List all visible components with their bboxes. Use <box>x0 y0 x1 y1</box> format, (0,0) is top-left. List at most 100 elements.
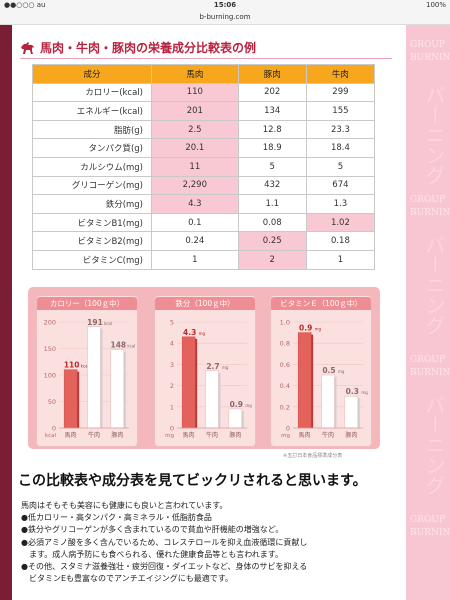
chart-title: 鉄分（100ｇ中） <box>155 297 255 310</box>
category-label: 馬肉 <box>299 431 311 439</box>
tick-label: 0.2 <box>280 403 290 411</box>
table-cell: 1.3 <box>305 194 376 214</box>
body-line: 馬肉はそもそも美容にも健康にも良いと言われています。 <box>21 501 228 510</box>
tick-label: 150 <box>44 345 56 353</box>
bar-unit-label: mg <box>338 369 345 374</box>
chart-panel-calorie: カロリー（100ｇ中） 0 50 100 150 200 kcal 110 kcal 馬肉 191… <box>36 295 138 447</box>
bar <box>181 336 196 429</box>
row-label: 鉄分(mg) <box>32 194 152 214</box>
watermark-group: GROUP <box>410 40 445 50</box>
category-label: 牛肉 <box>206 431 218 439</box>
category-label: 牛肉 <box>88 431 100 439</box>
table-cell: 18.4 <box>305 138 376 158</box>
bar <box>321 374 335 429</box>
source-note: ※五訂日本食品標準成分表 <box>283 453 343 459</box>
section-heading-text: 馬肉・牛肉・豚肉の栄養成分比較表の例 <box>40 41 257 55</box>
table-cell: 12.8 <box>237 119 307 140</box>
horse-icon <box>21 42 34 54</box>
table-cell: 2 <box>237 249 307 270</box>
table-row: ビタミンB1(mg) 0.1 0.08 1.02 <box>32 212 376 233</box>
bar <box>297 332 312 429</box>
right-watermark-band: GROUP BURNING バーニング GROUP BURNING バーニング … <box>406 25 450 600</box>
bar-value-label: 191 <box>87 318 103 327</box>
tick-label: 2 <box>170 382 174 390</box>
table-header-cell: 牛肉 <box>305 64 376 84</box>
chart-panel-vitamin-e: ビタミンＥ（100ｇ中） 0 0.2 0.4 0.6 0.8 1.0 mg 0.9 mg 馬肉 0.… <box>270 295 372 447</box>
address-url: b-burning.com <box>199 13 251 21</box>
bar-unit-label: kcal <box>81 364 89 369</box>
watermark-burning: BURNING <box>410 53 450 63</box>
table-row: カルシウム(mg) 11 5 5 <box>32 156 376 177</box>
table-row: 脂肪(g) 2.5 12.8 23.3 <box>32 119 376 140</box>
table-cell: 674 <box>305 175 376 196</box>
bar-value-label: 148 <box>111 341 127 350</box>
table-row: エネルギー(kcal) 201 134 155 <box>32 101 376 121</box>
tick-label: 0 <box>170 425 174 433</box>
address-bar[interactable]: b-burning.com <box>0 11 450 25</box>
bar <box>87 326 101 429</box>
category-label: 馬肉 <box>65 431 77 439</box>
table-cell: 23.3 <box>305 119 376 140</box>
body-line: ます。成人病予防にも食べられる、優れた健康食品等とも言われます。 <box>21 549 283 559</box>
table-cell: 0.25 <box>237 231 307 251</box>
table-cell: 110 <box>151 82 239 103</box>
watermark-group-4: GROUP <box>410 515 445 525</box>
y-axis-unit: kcal <box>45 433 57 439</box>
table-cell: 432 <box>237 175 307 196</box>
watermark-burning-3: BURNING <box>410 368 450 378</box>
tick-label: 200 <box>44 319 56 327</box>
table-cell: 2,290 <box>151 175 239 196</box>
row-label: カロリー(kcal) <box>32 82 152 103</box>
bar-value-label: 0.9 <box>299 324 312 333</box>
tick-label: 0 <box>286 425 290 433</box>
table-cell: 0.24 <box>151 231 239 251</box>
table-cell: 2.5 <box>151 119 239 140</box>
tick-label: 100 <box>44 372 56 380</box>
tick-label: 1 <box>170 403 174 411</box>
chart-title: カロリー（100ｇ中） <box>37 297 137 310</box>
tick-label: 0 <box>52 425 56 433</box>
table-cell: 0.18 <box>305 231 376 251</box>
bar-unit-label: kcal <box>104 321 112 326</box>
table-row: ビタミンB2(mg) 0.24 0.25 0.18 <box>32 231 376 251</box>
category-label: 豚肉 <box>111 431 123 439</box>
body-line: ●鉄分やグリコーゲンが多く含まれているので貧血や肝機能の増強など。 <box>21 525 284 535</box>
row-label: ビタミンB2(mg) <box>32 231 152 251</box>
table-cell: 1 <box>305 249 376 270</box>
bar <box>344 395 359 429</box>
table-row: カロリー(kcal) 110 202 299 <box>32 82 376 103</box>
y-axis-unit: mg <box>165 433 174 439</box>
table-cell: 11 <box>151 156 239 177</box>
nutrition-table: 成分 馬肉 豚肉 牛肉 カロリー(kcal) 110 202 299 エネルギー(kca… <box>32 64 376 270</box>
row-label: カルシウム(mg) <box>32 156 152 177</box>
row-label: 脂肪(g) <box>32 119 152 140</box>
table-row: 鉄分(mg) 4.3 1.1 1.3 <box>32 194 376 214</box>
table-row: ビタミンC(mg) 1 2 1 <box>32 249 376 270</box>
table-cell: 0.08 <box>237 212 307 233</box>
carrier-label: ●●○○○ au <box>4 1 46 9</box>
bar <box>228 408 243 429</box>
row-label: グリコーゲン(mg) <box>32 175 152 196</box>
table-cell: 5 <box>237 156 307 177</box>
clock: 15:06 <box>213 1 237 9</box>
table-cell: 155 <box>305 101 376 121</box>
table-header-cell: 豚肉 <box>237 64 307 84</box>
bar-unit-label: mg <box>222 365 229 370</box>
table-cell: 18.9 <box>237 138 307 158</box>
table-cell: 299 <box>305 82 376 103</box>
table-header-cell: 馬肉 <box>151 64 239 84</box>
tick-label: 1.0 <box>280 319 290 327</box>
table-header-row: 成分 馬肉 豚肉 牛肉 <box>32 64 376 84</box>
bar-value-label: 0.9 <box>230 400 243 409</box>
tick-label: 0.8 <box>280 340 290 348</box>
table-cell: 202 <box>237 82 307 103</box>
bar-value-label: 0.5 <box>322 366 335 375</box>
table-cell: 134 <box>237 101 307 121</box>
chart-title: ビタミンＥ（100ｇ中） <box>271 297 371 310</box>
category-label: 牛肉 <box>322 431 334 439</box>
table-cell: 1.02 <box>305 212 376 233</box>
section-heading: 馬肉・牛肉・豚肉の栄養成分比較表の例 <box>20 40 392 59</box>
tick-label: 0.6 <box>280 361 290 369</box>
